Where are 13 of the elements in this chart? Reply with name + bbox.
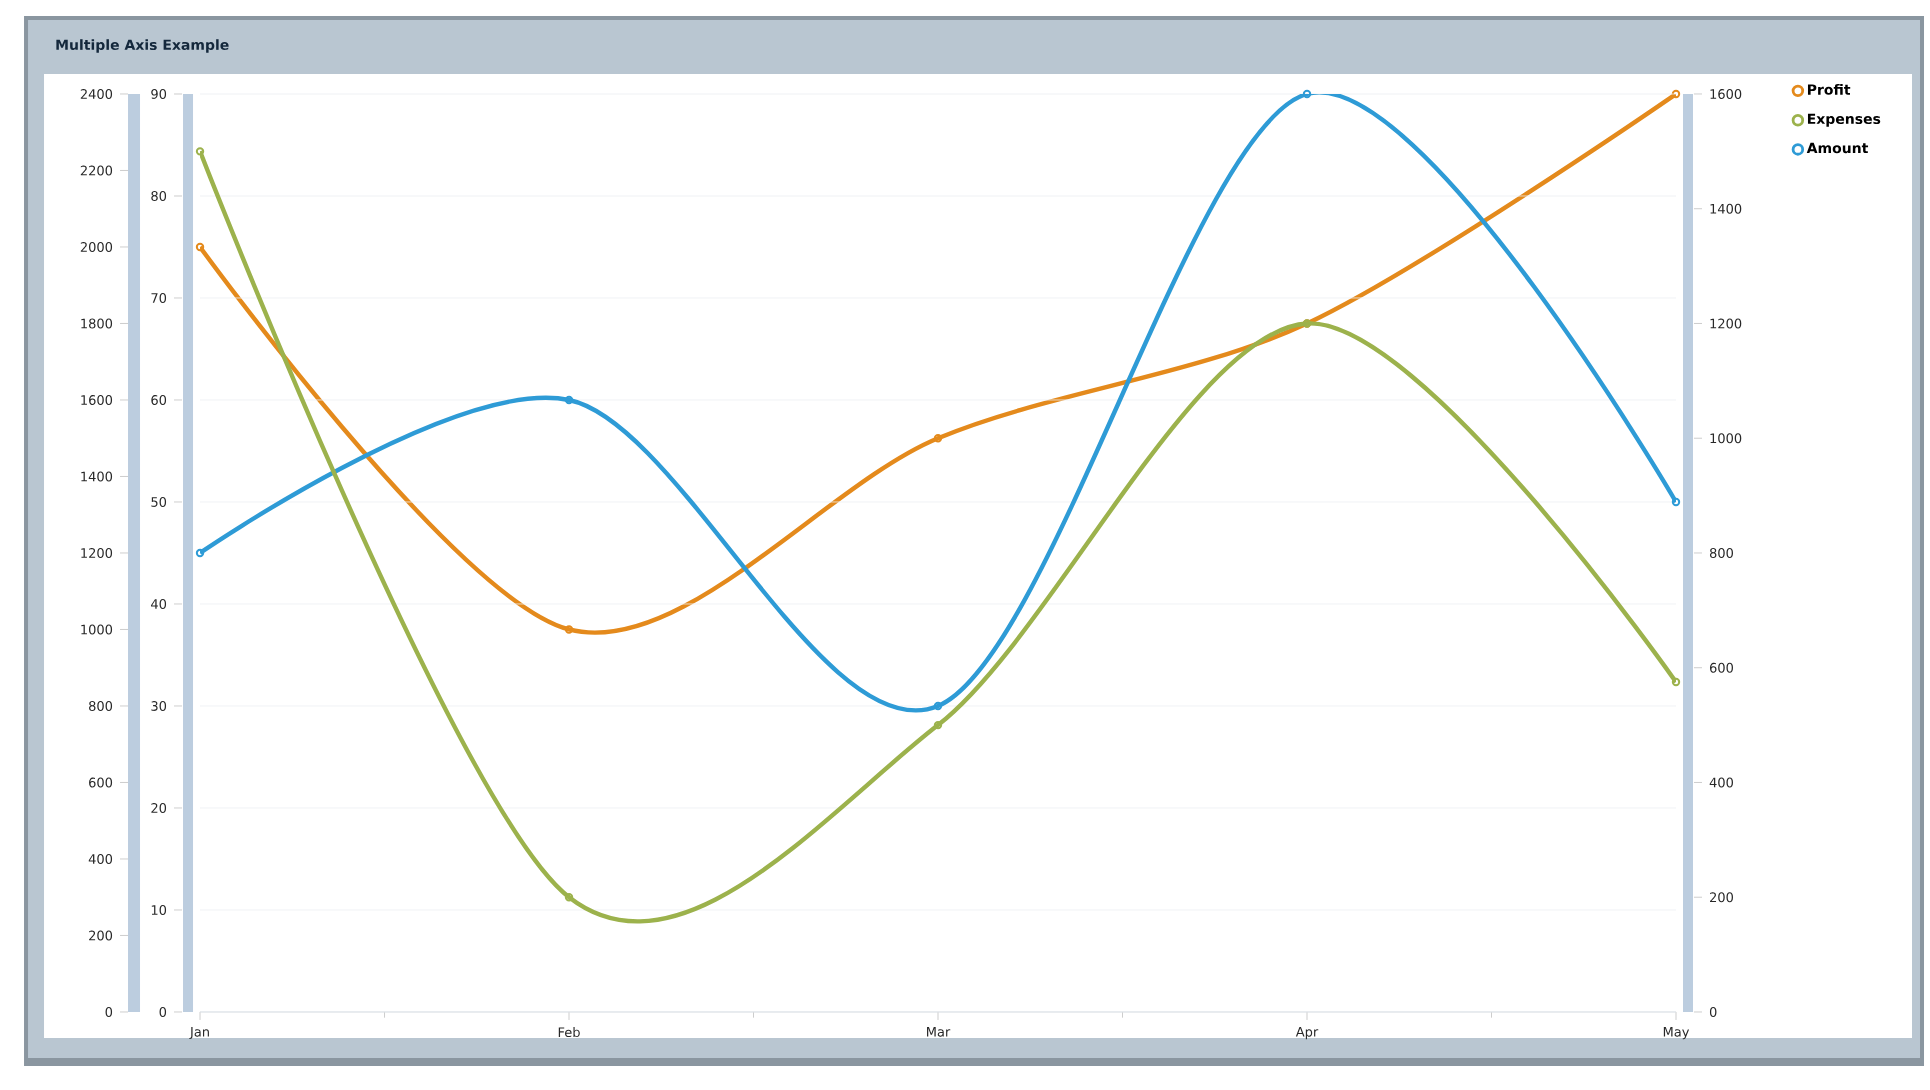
point bbox=[1671, 89, 1681, 99]
point bbox=[933, 701, 943, 711]
point bbox=[195, 242, 205, 252]
point bbox=[564, 893, 574, 902]
point bbox=[564, 395, 574, 405]
point bbox=[1302, 89, 1312, 99]
point bbox=[195, 548, 205, 558]
point bbox=[933, 720, 943, 730]
point bbox=[564, 625, 574, 634]
point bbox=[933, 434, 943, 443]
point bbox=[1671, 677, 1681, 687]
point bbox=[195, 147, 205, 156]
point bbox=[1671, 497, 1681, 507]
